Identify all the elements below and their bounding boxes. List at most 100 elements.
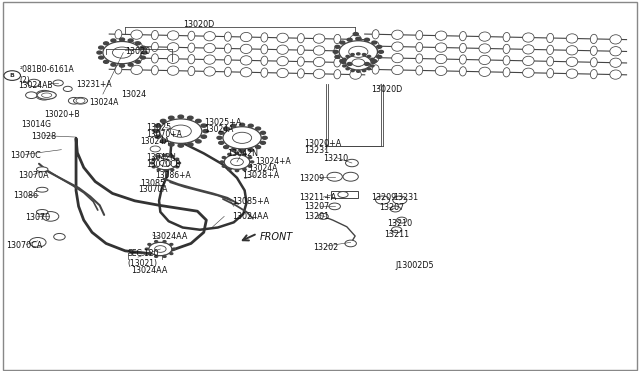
Text: 13024AA: 13024AA [151,231,187,241]
Ellipse shape [435,54,447,64]
Circle shape [161,140,166,143]
Circle shape [340,60,345,62]
Circle shape [172,248,175,250]
Circle shape [153,129,159,133]
Ellipse shape [435,43,447,52]
Circle shape [160,119,202,143]
Circle shape [248,157,252,158]
Circle shape [54,234,65,240]
Circle shape [104,60,109,63]
Circle shape [347,62,352,65]
Ellipse shape [350,46,362,56]
Ellipse shape [392,30,403,39]
Circle shape [236,170,239,171]
Circle shape [243,169,246,170]
Circle shape [196,119,201,122]
Text: 13020+B: 13020+B [44,110,80,119]
Circle shape [176,166,179,168]
Text: 13025: 13025 [147,123,172,132]
Text: 13020: 13020 [125,47,150,56]
Ellipse shape [204,44,216,53]
Circle shape [176,158,179,160]
Ellipse shape [261,56,268,65]
Text: 13070: 13070 [25,213,50,222]
Ellipse shape [115,30,122,39]
Ellipse shape [523,45,534,54]
Ellipse shape [261,45,268,54]
Circle shape [343,172,358,181]
Circle shape [346,55,349,57]
Circle shape [239,150,244,153]
Ellipse shape [36,187,48,192]
Circle shape [157,169,160,171]
Circle shape [243,153,246,155]
Circle shape [390,206,401,212]
Circle shape [170,253,173,254]
Ellipse shape [334,70,340,79]
Circle shape [188,116,193,119]
Text: 13231: 13231 [394,193,419,202]
Text: 13209: 13209 [300,174,325,183]
Circle shape [351,54,354,55]
Circle shape [371,58,374,60]
Ellipse shape [241,32,252,42]
Text: 13201: 13201 [304,212,329,221]
Circle shape [228,153,231,155]
Circle shape [340,41,345,44]
Circle shape [231,124,236,127]
Text: 13210: 13210 [387,219,412,228]
Circle shape [367,55,371,57]
Circle shape [155,241,157,243]
Ellipse shape [416,42,422,52]
Text: J13002D5: J13002D5 [396,261,434,270]
Circle shape [232,132,252,143]
Text: SEC.120
(13021): SEC.120 (13021) [127,248,159,268]
Circle shape [333,50,338,53]
Ellipse shape [392,42,403,51]
Circle shape [372,60,377,62]
Circle shape [152,158,156,160]
Ellipse shape [460,32,467,41]
Ellipse shape [152,65,158,75]
Text: 13024AA: 13024AA [232,212,268,221]
Ellipse shape [42,93,52,97]
Ellipse shape [241,56,252,65]
Text: 13085: 13085 [140,179,165,187]
Circle shape [392,227,402,233]
Ellipse shape [131,53,142,62]
Ellipse shape [225,55,231,65]
Ellipse shape [503,44,510,54]
Circle shape [113,47,132,58]
Circle shape [99,46,104,49]
Circle shape [171,155,173,157]
Ellipse shape [566,57,578,67]
Text: 13210: 13210 [323,154,348,163]
Text: 13085+A: 13085+A [232,197,269,206]
Circle shape [223,146,228,148]
Text: 13211+A: 13211+A [300,193,337,202]
Circle shape [393,196,407,204]
Circle shape [188,143,193,146]
FancyBboxPatch shape [3,2,637,370]
Ellipse shape [277,68,289,78]
Text: 13025+A: 13025+A [204,118,241,127]
Circle shape [97,51,102,54]
Ellipse shape [610,70,621,79]
Circle shape [231,148,236,151]
Ellipse shape [523,33,534,42]
Circle shape [29,237,46,247]
Circle shape [128,63,133,66]
Ellipse shape [298,57,304,66]
Ellipse shape [372,42,379,51]
Text: 13028: 13028 [31,132,56,141]
Circle shape [342,62,345,64]
Ellipse shape [479,44,490,53]
Circle shape [356,37,361,40]
Text: 13024A: 13024A [89,98,118,107]
Ellipse shape [204,67,216,76]
Circle shape [367,68,371,70]
Ellipse shape [204,32,216,41]
Circle shape [136,42,141,45]
Circle shape [371,65,374,67]
Text: 13024: 13024 [121,90,146,99]
